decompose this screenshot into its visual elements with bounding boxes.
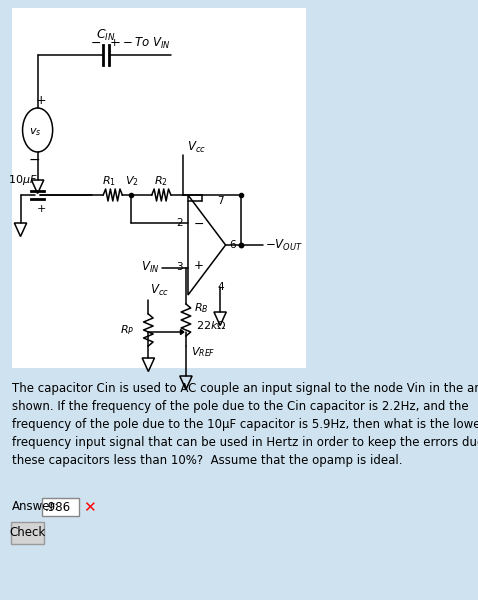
Text: $v_s$: $v_s$	[29, 126, 41, 138]
Text: $10\mu F$: $10\mu F$	[8, 173, 37, 187]
Text: $22k\Omega$: $22k\Omega$	[196, 319, 227, 331]
Text: $V_{cc}$: $V_{cc}$	[150, 283, 169, 298]
Text: .986: .986	[45, 501, 71, 514]
Text: $R_P$: $R_P$	[120, 323, 135, 337]
Text: $R_B$: $R_B$	[194, 301, 209, 315]
Text: ✕: ✕	[83, 500, 96, 515]
Text: 7: 7	[217, 196, 224, 206]
Text: −: −	[28, 153, 40, 167]
Text: $C_{IN}$: $C_{IN}$	[96, 28, 116, 43]
Text: $V_{IN}$: $V_{IN}$	[141, 260, 159, 275]
Polygon shape	[181, 329, 184, 335]
Text: $R_1$: $R_1$	[102, 174, 116, 188]
Text: +: +	[37, 204, 46, 214]
Text: The capacitor Cin is used to AC couple an input signal to the node Vin in the am: The capacitor Cin is used to AC couple a…	[12, 382, 478, 467]
Text: $R_2$: $R_2$	[154, 174, 168, 188]
Text: $--To\ V_{IN}$: $--To\ V_{IN}$	[109, 35, 171, 50]
Text: −: −	[194, 218, 204, 231]
Text: −: −	[90, 37, 101, 49]
Text: Check: Check	[9, 527, 45, 539]
Text: +: +	[36, 94, 46, 107]
FancyBboxPatch shape	[12, 8, 306, 368]
Text: $V_{cc}$: $V_{cc}$	[186, 139, 206, 155]
Text: 6: 6	[229, 240, 236, 250]
Text: $V_2$: $V_2$	[125, 174, 139, 188]
Text: +: +	[109, 38, 119, 48]
Text: 2: 2	[176, 217, 183, 227]
Text: $-V_{OUT}$: $-V_{OUT}$	[265, 238, 303, 253]
FancyBboxPatch shape	[42, 498, 78, 516]
Text: 3: 3	[176, 263, 183, 272]
Text: 4: 4	[217, 282, 224, 292]
Text: +: +	[194, 259, 203, 272]
Text: Answer:: Answer:	[12, 500, 60, 513]
Text: $V_{REF}$: $V_{REF}$	[191, 345, 216, 359]
FancyBboxPatch shape	[11, 522, 44, 544]
